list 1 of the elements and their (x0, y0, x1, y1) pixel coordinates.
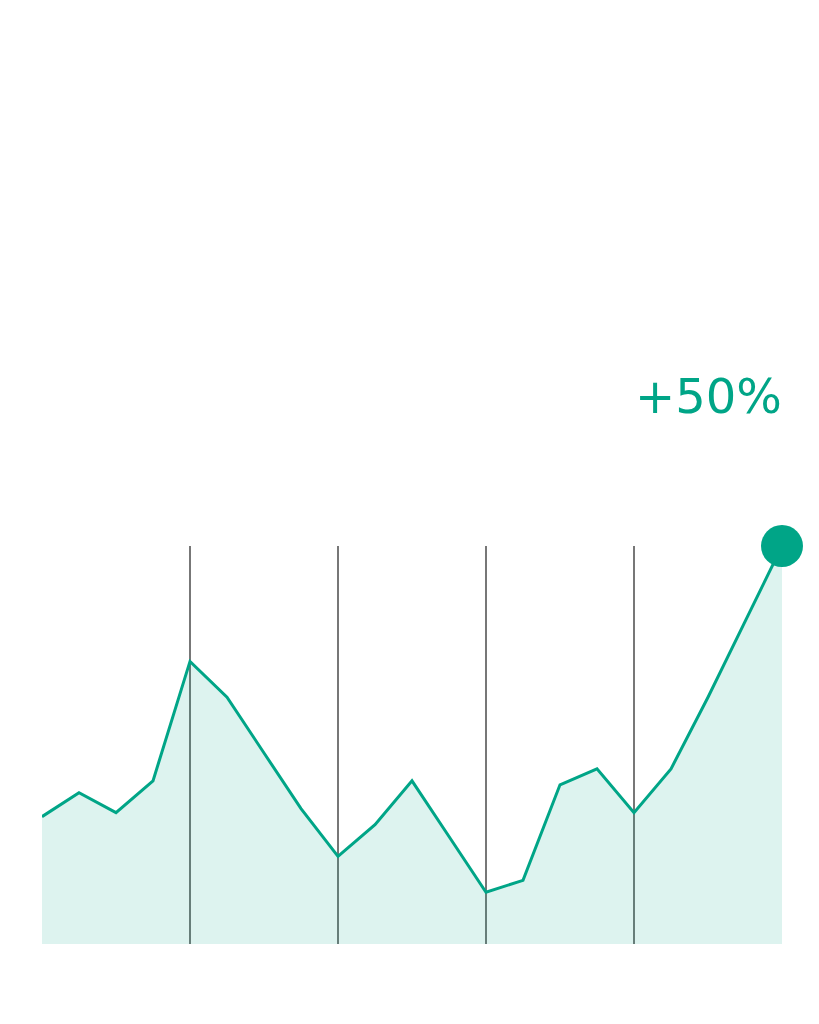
text: +50% (635, 368, 782, 424)
